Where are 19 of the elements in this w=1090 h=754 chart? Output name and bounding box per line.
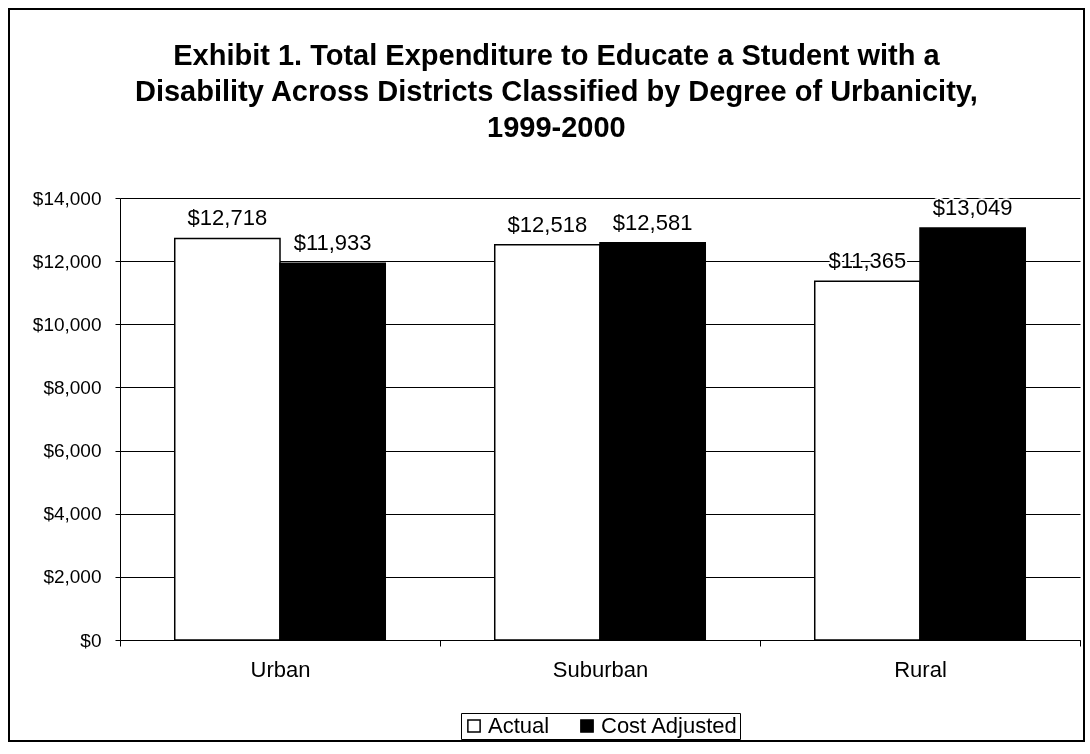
data-label: $12,718 <box>187 205 268 231</box>
y-tick-label: $4,000 <box>43 503 102 525</box>
y-tick-label: $10,000 <box>32 313 102 335</box>
x-tick-label: Rural <box>894 656 947 682</box>
chart-title: Exhibit 1. Total Expenditure to Educate a Student with a Disability Across Districts Classified by Degree of Urbanicity, 1999-2000 <box>134 39 978 143</box>
y-tick-label: $2,000 <box>43 566 102 588</box>
y-tick-label: $12,000 <box>32 250 102 272</box>
legend-label: Cost Adjusted <box>601 713 737 738</box>
legend-label: Actual <box>488 713 550 738</box>
y-tick-label: $14,000 <box>32 187 102 209</box>
data-label: $11,933 <box>293 230 372 256</box>
x-tick-label: Urban <box>250 656 311 682</box>
y-tick-label: $6,000 <box>43 440 102 462</box>
data-label: $12,581 <box>612 209 693 235</box>
x-tick-label: Suburban <box>552 656 649 682</box>
y-tick-label: $0 <box>80 629 102 651</box>
data-label: $12,518 <box>507 211 588 237</box>
data-label: $13,049 <box>932 195 1013 221</box>
y-tick-label: $8,000 <box>43 376 102 398</box>
